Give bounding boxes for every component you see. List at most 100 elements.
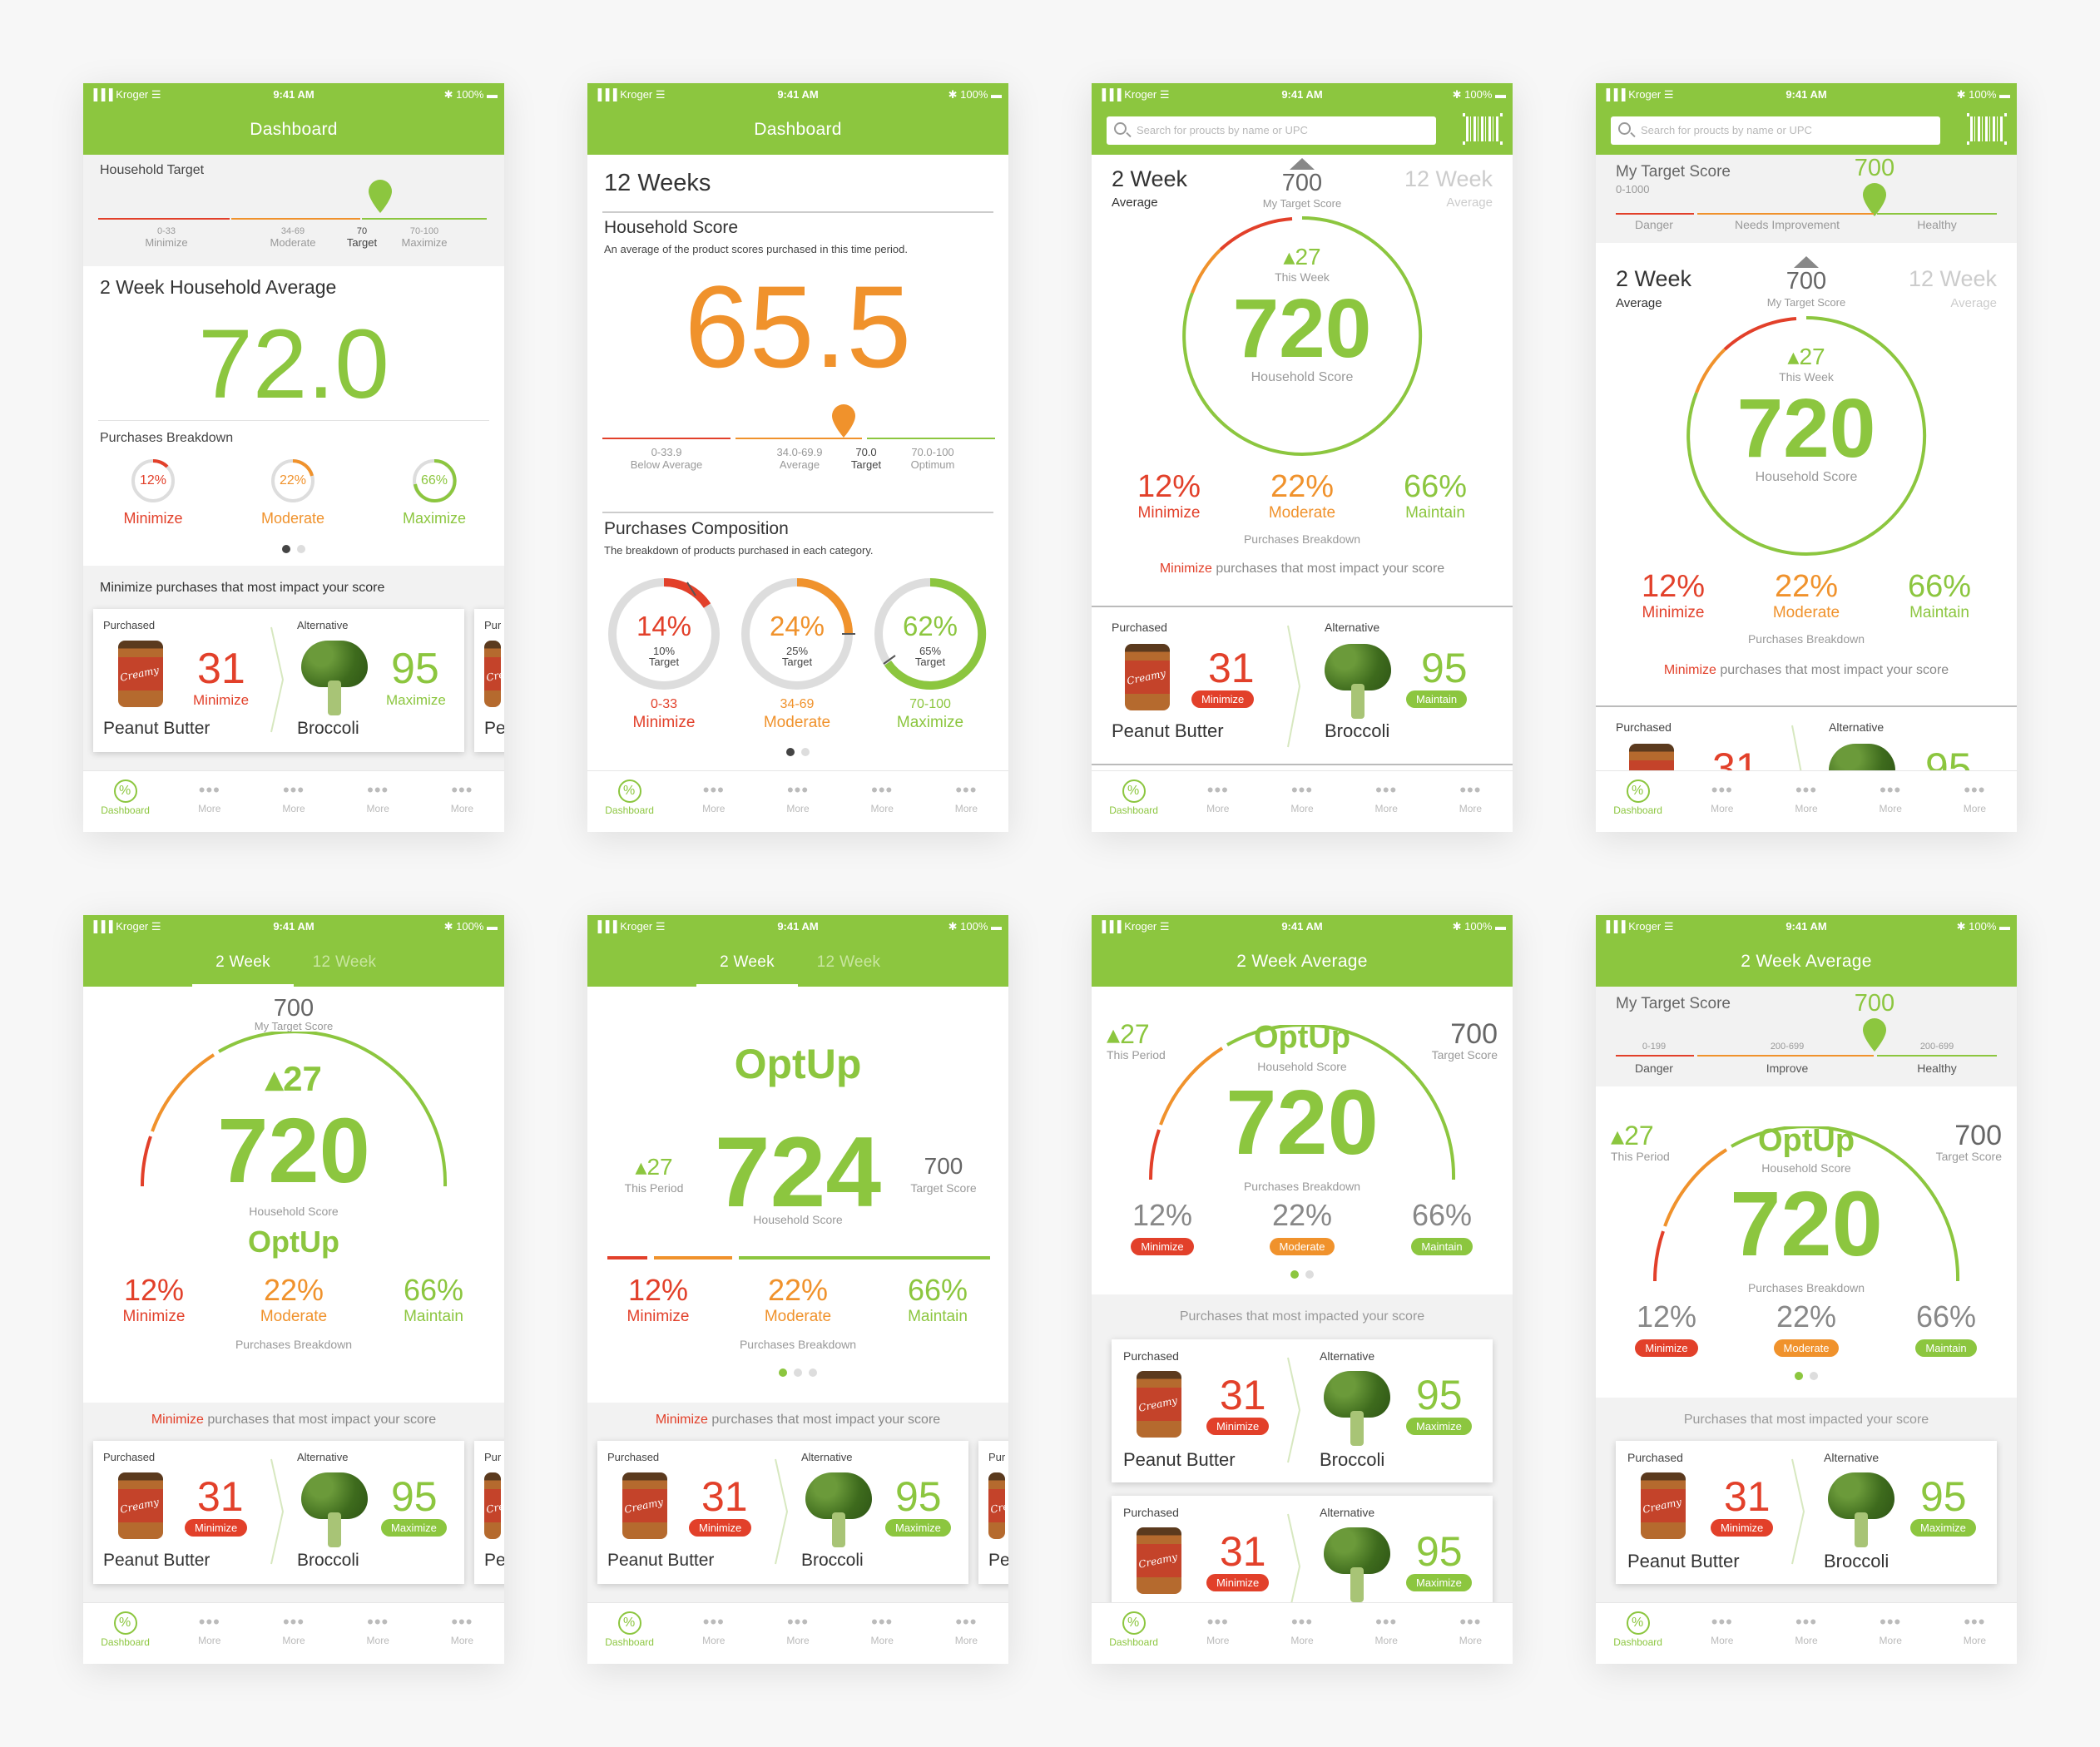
swap-card[interactable]: Purchased 31 Alternative 95 [1596, 707, 2017, 774]
screen-search-target-scale: ▐▐▐ Kroger ☰ 9:41 AM ✱ 100% ▬ Search for p… [1596, 83, 2017, 832]
tab-more[interactable]: ••• More [1879, 1611, 1902, 1646]
screen-search-circle-score: ▐▐▐ Kroger ☰ 9:41 AM ✱ 100% ▬ Search for p… [1092, 83, 1513, 832]
tab-dashboard[interactable]: % Dashboard [1092, 771, 1176, 832]
tab-more[interactable]: ••• More [702, 779, 726, 814]
target-pin-icon [1863, 1018, 1886, 1052]
page-dots[interactable] [587, 1366, 1008, 1381]
tab-more[interactable]: ••• More [1963, 1611, 1987, 1646]
tab-more[interactable]: ••• More [198, 1611, 221, 1646]
tab-more[interactable]: ••• More [870, 779, 894, 814]
search-input[interactable]: Search for proucts by name or UPC [1107, 116, 1436, 145]
tab-dashboard[interactable]: % Dashboard [587, 771, 671, 832]
swap-card[interactable]: Purchased 31 Minimize Peanut Butter Alte… [93, 1441, 464, 1584]
household-score-value: 65.5 [684, 261, 912, 392]
score-ring [1182, 216, 1423, 456]
tab-more[interactable]: ••• More [1711, 779, 1734, 814]
score-pin-icon [832, 404, 855, 438]
swap-card[interactable]: Purchased 31 Minimize Peanut Butter Alte… [93, 609, 464, 752]
tab-more[interactable]: ••• More [1879, 779, 1902, 814]
period-title: 12 Weeks [604, 170, 711, 196]
swap-card[interactable]: Purchased 31 Minimize Peanut Butter Alte… [597, 1441, 968, 1584]
period-tabs: 2 Week 12 Week [83, 937, 504, 987]
tab-more[interactable]: ••• More [1459, 1611, 1483, 1646]
page-dots[interactable] [1092, 1268, 1513, 1283]
moderate-ring [271, 459, 315, 502]
tab-more[interactable]: ••• More [450, 1611, 474, 1646]
tab-more[interactable]: ••• More [786, 779, 810, 814]
household-target-panel: Household Target 0-33 Minimize 34-69 Moder… [83, 155, 504, 266]
tab-more[interactable]: ••• More [870, 1611, 894, 1646]
nav-title: 2 Week Average [1092, 937, 1513, 987]
tab-dashboard[interactable]: % Dashboard [1596, 1603, 1680, 1664]
page-dots[interactable] [587, 745, 1008, 760]
tab-dashboard[interactable]: % Dashboard [587, 1603, 671, 1664]
search-icon [1114, 122, 1127, 135]
score-arc [1652, 1126, 1960, 1282]
tab-2-week[interactable]: 2 Week [696, 937, 798, 987]
screen-two-week-optup-724: ▐▐▐ Kroger ☰ 9:41 AM ✱ 100% ▬ 2 Week 12 Wee… [587, 915, 1008, 1664]
tab-more[interactable]: ••• More [702, 1611, 726, 1646]
percent-icon: % [617, 779, 641, 803]
maximize-donut [874, 577, 987, 690]
broccoli-image [301, 641, 368, 715]
more-icon: ••• [282, 779, 305, 800]
tab-12-week[interactable]: 12 Week [312, 953, 377, 971]
page-dots[interactable] [1596, 1369, 2017, 1384]
tab-more[interactable]: ••• More [1374, 779, 1398, 814]
target-pin-icon [1863, 183, 1886, 216]
tab-dashboard[interactable]: % Dashboard [83, 771, 167, 832]
target-pin-icon [369, 180, 392, 213]
swap-card[interactable]: Purchased 31 Minimize Peanut Butter Alte… [1616, 1441, 1997, 1584]
tab-more[interactable]: ••• More [366, 1611, 389, 1646]
peanut-butter-image [118, 641, 163, 707]
tab-more[interactable]: ••• More [1459, 779, 1483, 814]
tab-12-week[interactable]: 12 Week [1908, 266, 1997, 291]
avg-title: 2 Week Household Average [100, 276, 337, 298]
tab-more[interactable]: ••• More [1290, 1611, 1314, 1646]
barcode-scan-icon[interactable] [1967, 113, 2007, 145]
tab-more[interactable]: ••• More [1206, 779, 1230, 814]
impact-title: Minimize purchases that most impact your… [100, 581, 385, 595]
tab-more[interactable]: ••• More [1795, 1611, 1818, 1646]
tab-more[interactable]: ••• More [282, 1611, 305, 1646]
tab-more[interactable]: ••• More [954, 779, 978, 814]
tab-more[interactable]: ••• More [1374, 1611, 1398, 1646]
page-dots[interactable] [83, 542, 504, 557]
swap-card[interactable]: Purchased 31 Minimize Peanut Butter Alte… [1092, 607, 1513, 765]
tab-2-week[interactable]: 2 Week [192, 937, 294, 987]
search-bar: Search for proucts by name or UPC [1092, 105, 1513, 155]
swap-card-next[interactable]: Pur Pe [474, 609, 504, 752]
swap-card[interactable]: Purchased 31 Minimize Peanut Butter Alte… [1112, 1339, 1493, 1482]
tab-bar: % Dashboard ••• More ••• More ••• More ••• Mo… [83, 770, 504, 832]
tab-dashboard[interactable]: % Dashboard [83, 1603, 167, 1664]
score-arc [140, 1032, 448, 1187]
breakdown-title: Purchases Breakdown [100, 431, 234, 445]
tab-12-week[interactable]: 12 Week [1404, 166, 1493, 191]
tab-more[interactable]: ••• More [1711, 1611, 1734, 1646]
tab-more[interactable]: ••• More [1795, 779, 1818, 814]
screen-two-week-arc: ▐▐▐ Kroger ☰ 9:41 AM ✱ 100% ▬ 2 Week 12 Wee… [83, 915, 504, 1664]
tab-more[interactable]: ••• More [336, 771, 420, 832]
tab-12-week[interactable]: 12 Week [816, 953, 881, 971]
tab-more[interactable]: ••• More [786, 1611, 810, 1646]
tab-more[interactable]: ••• More [1206, 1611, 1230, 1646]
search-input[interactable]: Search for proucts by name or UPC [1611, 116, 1940, 145]
more-icon: ••• [451, 779, 473, 800]
tab-more[interactable]: ••• More [420, 771, 504, 832]
tab-more[interactable]: ••• More [1963, 779, 1987, 814]
tab-more[interactable]: ••• More [1290, 779, 1314, 814]
tab-dashboard[interactable]: % Dashboard [1596, 771, 1680, 832]
tab-more[interactable]: ••• More [167, 771, 251, 832]
screen-two-week-average-target: ▐▐▐ Kroger ☰ 9:41 AM ✱ 100% ▬ 2 Week Avera… [1596, 915, 2017, 1664]
minimize-donut [608, 577, 720, 690]
moderate-donut [741, 578, 855, 690]
score-arc [1148, 1025, 1456, 1180]
tab-more[interactable]: ••• More [954, 1611, 978, 1646]
tab-dashboard[interactable]: % Dashboard [1092, 1603, 1176, 1664]
triangle-marker-icon [1290, 158, 1315, 170]
barcode-scan-icon[interactable] [1463, 113, 1503, 145]
more-icon: ••• [367, 779, 389, 800]
tab-more[interactable]: ••• More [251, 771, 335, 832]
status-bar: ▐▐▐ Kroger ☰ 9:41 AM ✱ 100% ▬ [83, 83, 504, 105]
more-icon: ••• [198, 779, 220, 800]
